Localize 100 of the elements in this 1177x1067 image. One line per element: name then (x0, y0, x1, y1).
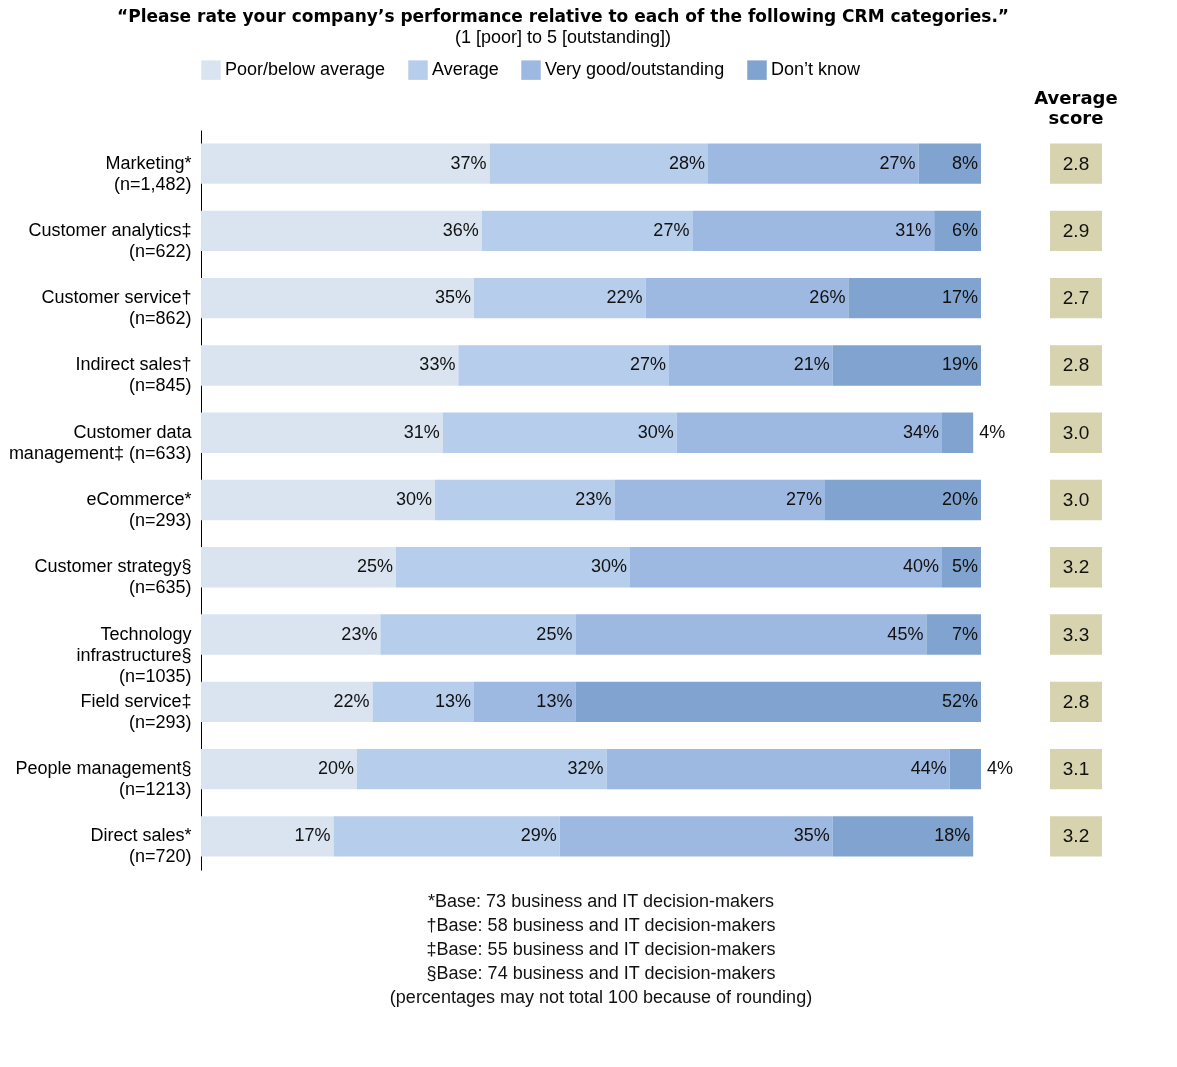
bar (474, 681, 576, 722)
bar (645, 278, 849, 319)
bar (201, 278, 474, 319)
text: Average score (1034, 87, 1118, 128)
text: 2.7 (1062, 287, 1090, 309)
data-label: 18% (934, 825, 971, 846)
bar (708, 143, 919, 184)
bar (201, 345, 459, 386)
bar (201, 816, 334, 857)
data-label: 37% (450, 152, 487, 173)
data-label: 35% (434, 287, 471, 308)
data-label: 4% (979, 421, 1006, 442)
text: 3.0 (1062, 421, 1090, 443)
text: 2.9 (1062, 219, 1090, 241)
bar (926, 614, 981, 655)
data-label: 32% (567, 758, 604, 779)
legend-label: Very good/outstanding (545, 59, 725, 80)
bar (489, 143, 708, 184)
bar (575, 614, 927, 655)
chart-subtitle: (1 [poor] to 5 [outstanding]) (454, 27, 672, 47)
y-tick-label: Field service‡ (n=293) (80, 690, 192, 732)
bar (333, 816, 560, 857)
y-tick-label: Marketing* (n=1,482) (105, 152, 192, 194)
data-label: 22% (333, 690, 370, 711)
bar (606, 748, 950, 790)
y-tick-label: People management§ (n=1213) (15, 758, 192, 800)
text: 3.0 (1062, 489, 1090, 510)
text: 3.3 (1062, 623, 1090, 645)
bar (832, 816, 974, 857)
data-label: 30% (395, 489, 432, 509)
bar (201, 681, 373, 722)
data-label: 33% (419, 354, 456, 375)
data-label: 27% (879, 152, 916, 173)
bar (474, 278, 646, 319)
bar (372, 681, 474, 722)
data-label: 23% (575, 489, 612, 509)
data-label: 31% (895, 219, 932, 240)
text: 2.8 (1062, 690, 1090, 712)
data-label: 21% (793, 354, 830, 375)
data-label: 28% (668, 152, 705, 173)
bar (942, 412, 974, 453)
bar (848, 278, 981, 319)
bar (201, 748, 357, 790)
bar (201, 210, 482, 252)
y-tick-label: Customer service† (n=862) (41, 287, 192, 329)
y-tick-label: Customer strategy§ (n=635) (34, 556, 192, 598)
data-label: 7% (951, 623, 978, 644)
data-label: 45% (887, 623, 924, 644)
text: *Base: 73 business and IT decision-makers (428, 891, 774, 911)
bar (692, 210, 935, 252)
bar (630, 547, 942, 588)
bar (676, 412, 942, 453)
data-label: 40% (902, 556, 939, 577)
text: ‡Base: 55 business and IT decision-makers (426, 939, 776, 959)
y-tick-label: eCommerce* (n=293) (86, 489, 192, 530)
data-label: 8% (951, 152, 978, 173)
bar (614, 479, 825, 521)
data-label: 27% (653, 219, 690, 240)
data-label: 23% (341, 623, 378, 644)
data-label: 17% (294, 825, 331, 846)
text: 3.1 (1062, 758, 1090, 780)
y-tick-label: Customer data management‡ (n=633) (8, 421, 193, 463)
bar (918, 143, 981, 184)
data-label: 36% (442, 219, 479, 240)
text: 3.2 (1062, 825, 1090, 847)
text: †Base: 58 business and IT decision-makers (426, 915, 776, 935)
data-label: 27% (785, 489, 822, 509)
bar (201, 412, 443, 453)
text: 2.8 (1062, 354, 1090, 376)
data-label: 30% (637, 421, 674, 442)
bar (458, 345, 669, 386)
y-tick-label: Indirect sales† (n=845) (75, 354, 192, 396)
bar (825, 479, 981, 521)
data-label: 29% (520, 825, 557, 846)
bar (357, 748, 607, 790)
data-label: 4% (987, 758, 1014, 779)
legend-label: Average (432, 59, 499, 80)
bar (380, 614, 576, 655)
text: 2.8 (1062, 152, 1090, 174)
data-label: 52% (941, 690, 978, 711)
data-label: 20% (317, 758, 354, 779)
legend-label: Don’t know (771, 59, 862, 80)
text: 3.2 (1062, 556, 1090, 578)
y-tick-label: Technology infrastructure§ (n=1035) (76, 623, 192, 686)
data-label: 17% (941, 287, 978, 308)
data-label: 31% (403, 421, 440, 442)
data-label: 22% (606, 287, 643, 308)
data-label: 5% (951, 556, 978, 577)
data-label: 25% (356, 556, 393, 577)
data-label: 20% (941, 489, 978, 509)
legend-label: Poor/below average (225, 59, 386, 80)
bar (669, 345, 833, 386)
text: §Base: 74 business and IT decision-makers (426, 963, 776, 983)
data-label: 25% (536, 623, 573, 644)
bar (575, 681, 981, 722)
y-tick-label: Direct sales* (n=720) (90, 825, 192, 867)
data-label: 26% (809, 287, 846, 308)
data-label: 34% (902, 421, 939, 442)
text: (percentages may not total 100 because of rounding) (389, 987, 813, 1007)
data-label: 44% (910, 758, 947, 779)
